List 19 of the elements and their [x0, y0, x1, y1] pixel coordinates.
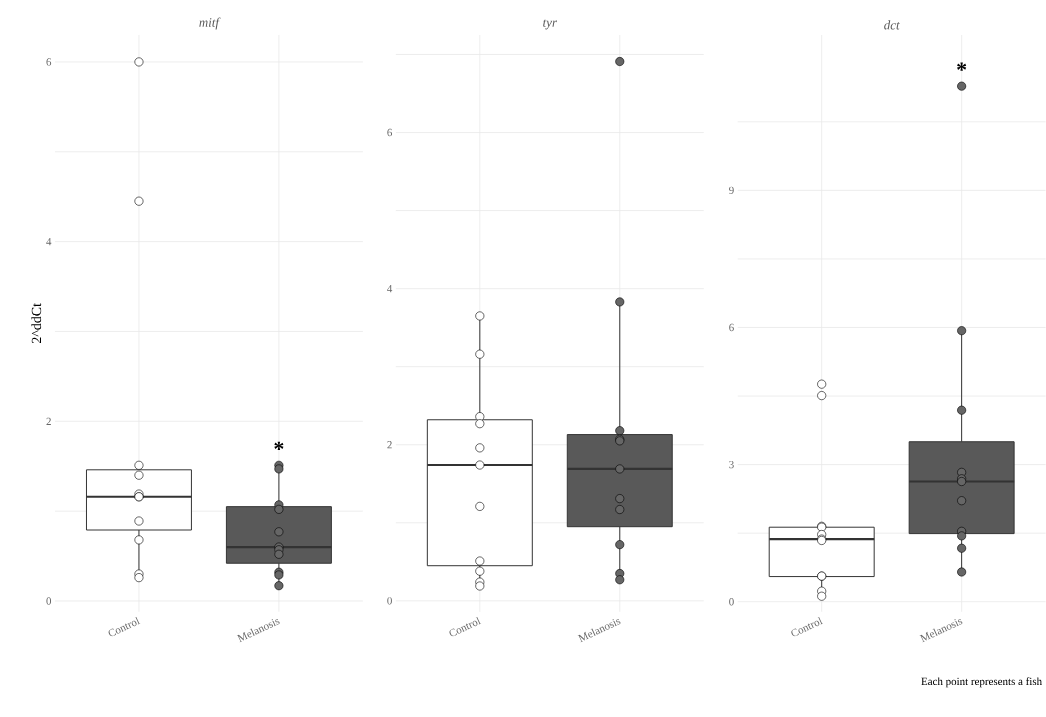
y-tick-label: 6 [387, 129, 393, 137]
y-tick-label: 0 [46, 597, 52, 605]
y-tick-label: 0 [387, 597, 392, 605]
y-tick-label: 2 [46, 417, 51, 426]
annotation: * [274, 441, 284, 451]
y-tick-label: 6 [46, 58, 52, 66]
y-tick-label: 4 [46, 238, 52, 246]
y-axis-title: 2^ddCt [31, 303, 42, 344]
y-tick-label: 9 [729, 186, 734, 195]
y-tick-label: 0 [729, 598, 734, 606]
y-tick-label: 6 [729, 323, 734, 332]
chart-title: tyr [543, 19, 558, 30]
text: Each point represents a fish [921, 677, 1042, 688]
y-tick-label: 3 [729, 461, 734, 469]
chart-title: dct [884, 20, 900, 30]
y-tick-label: 2 [387, 441, 392, 449]
y-tick-label: 4 [387, 285, 393, 293]
annotation: * [957, 62, 967, 71]
chart-title: mitf [199, 17, 221, 30]
